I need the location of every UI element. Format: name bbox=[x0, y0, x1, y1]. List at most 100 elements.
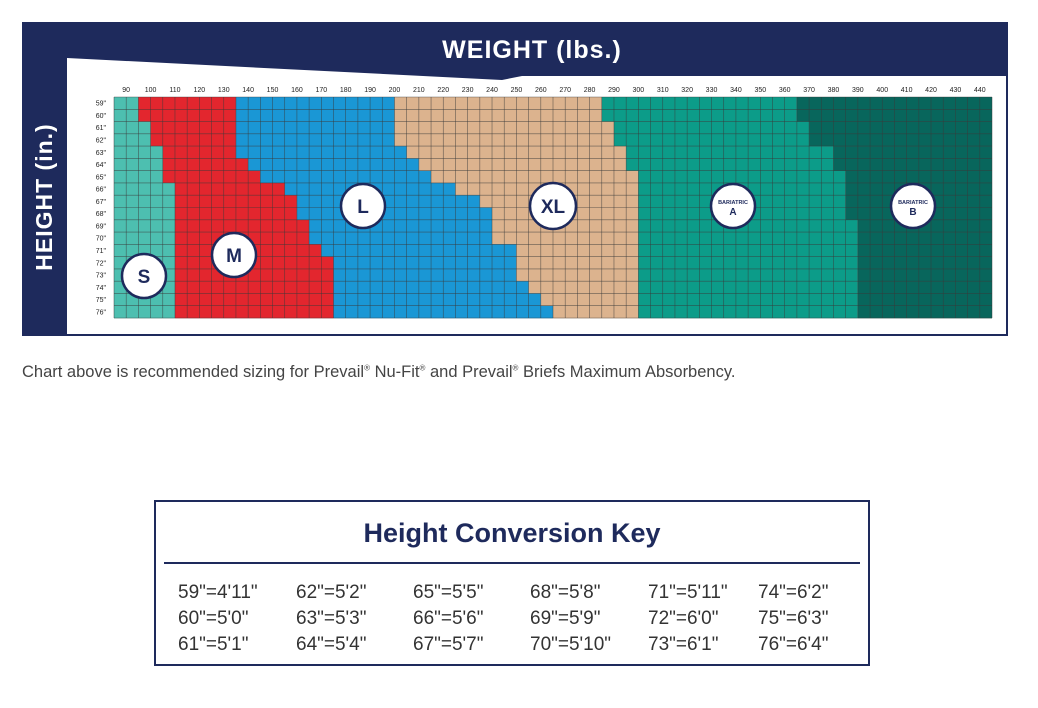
size-badge-label: XL bbox=[541, 197, 566, 218]
size-badge-bariatric-b bbox=[889, 182, 937, 230]
conversion-entry: 69"=5'9" bbox=[530, 608, 601, 629]
conversion-entry: 66"=5'6" bbox=[413, 608, 484, 629]
size-band-bariatric-b bbox=[857, 268, 992, 282]
size-badge-m bbox=[210, 231, 258, 279]
size-band-l bbox=[333, 256, 517, 270]
size-badge-s bbox=[120, 252, 168, 300]
conversion-entry: 64"=5'4" bbox=[296, 634, 367, 655]
y-tick-label: 64" bbox=[96, 162, 107, 169]
conversion-entry: 76"=6'4" bbox=[758, 634, 829, 655]
x-tick-label: 320 bbox=[681, 87, 693, 94]
size-badge-xl bbox=[528, 181, 578, 231]
x-tick-label: 140 bbox=[242, 87, 254, 94]
size-band-s bbox=[114, 293, 175, 307]
y-tick-label: 75" bbox=[96, 297, 107, 304]
y-tick-label: 66" bbox=[96, 187, 107, 194]
size-band-bariatric-b bbox=[857, 244, 992, 257]
caption-part-3: and Prevail bbox=[425, 363, 513, 381]
conversion-key-title: Height Conversion Key bbox=[363, 518, 661, 548]
size-badge-label: BARIATRIC bbox=[898, 200, 928, 206]
size-band-m bbox=[174, 182, 285, 196]
size-band-m bbox=[174, 305, 334, 319]
size-band-xl bbox=[394, 109, 602, 122]
x-tick-label: 220 bbox=[437, 87, 449, 94]
x-tick-label: 430 bbox=[950, 87, 962, 94]
size-band-bariatric-a bbox=[626, 158, 834, 171]
y-tick-label: 63" bbox=[96, 150, 107, 157]
x-tick-label: 360 bbox=[779, 87, 791, 94]
x-tick-label: 370 bbox=[803, 87, 815, 94]
y-tick-labels: 59" 60" 61" 62" 63" 64" 65" 66" 67" 68" 69" 70" 71" 7… bbox=[96, 101, 107, 317]
y-tick-label: 60" bbox=[96, 113, 107, 120]
size-badge-label: S bbox=[138, 267, 151, 288]
size-band-m bbox=[150, 133, 236, 147]
x-tick-label: 110 bbox=[169, 87, 180, 94]
size-band-l bbox=[235, 133, 395, 147]
y-tick-label: 71" bbox=[96, 248, 107, 255]
x-tick-label: 260 bbox=[535, 87, 547, 94]
conversion-entry: 73"=6'1" bbox=[648, 634, 719, 655]
size-badge-label: BARIATRIC bbox=[718, 200, 748, 206]
conversion-entry: 74"=6'2" bbox=[758, 582, 829, 603]
size-band-l bbox=[235, 121, 395, 135]
size-band-bariatric-b bbox=[833, 158, 992, 171]
x-tick-label: 170 bbox=[315, 87, 327, 94]
y-tick-label: 72" bbox=[96, 260, 107, 267]
size-band-s bbox=[114, 232, 175, 245]
conversion-entry: 59"=4'11" bbox=[178, 582, 258, 603]
caption-part-2: Nu-Fit bbox=[369, 363, 420, 381]
size-band-bariatric-a bbox=[638, 170, 846, 184]
conversion-entry: 67"=5'7" bbox=[413, 634, 484, 655]
y-tick-label: 70" bbox=[96, 236, 107, 243]
y-tick-label: 73" bbox=[96, 273, 107, 280]
size-band-s bbox=[114, 219, 175, 233]
size-band-l bbox=[235, 97, 395, 110]
caption-part-1: Chart above is recommended sizing for Pr… bbox=[22, 363, 365, 381]
x-tick-label: 240 bbox=[486, 87, 498, 94]
size-band-bariatric-b bbox=[857, 256, 992, 270]
caption-part-4: Briefs Maximum Absorbency. bbox=[518, 363, 736, 381]
size-band-xl bbox=[394, 97, 602, 110]
size-band-bariatric-b bbox=[857, 232, 992, 245]
size-badge-sublabel: A bbox=[729, 207, 736, 218]
size-band-bariatric-b bbox=[857, 305, 992, 319]
size-grid bbox=[113, 96, 993, 319]
x-tick-label: 120 bbox=[194, 87, 206, 94]
x-tick-label: 180 bbox=[340, 87, 352, 94]
size-band-m bbox=[174, 268, 334, 282]
size-band-s bbox=[114, 305, 175, 319]
x-tick-label: 210 bbox=[413, 87, 425, 94]
size-band-bariatric-b bbox=[809, 133, 992, 147]
size-band-s bbox=[114, 207, 175, 221]
size-band-l bbox=[333, 293, 541, 307]
size-band-xl bbox=[528, 281, 639, 294]
y-tick-label: 74" bbox=[96, 285, 107, 292]
size-badge-l bbox=[339, 182, 387, 230]
x-tick-label: 230 bbox=[462, 87, 474, 94]
size-band-s bbox=[114, 244, 175, 257]
conversion-entry: 60"=5'0" bbox=[178, 608, 249, 629]
x-tick-label: 380 bbox=[828, 87, 840, 94]
size-band-m bbox=[174, 281, 334, 294]
size-band-l bbox=[333, 268, 517, 282]
registered-mark: ® bbox=[419, 363, 426, 373]
x-tick-label: 410 bbox=[901, 87, 913, 94]
x-tick-label: 250 bbox=[511, 87, 523, 94]
x-tick-label: 440 bbox=[974, 87, 986, 94]
size-band-bariatric-b bbox=[857, 293, 992, 307]
conversion-key-table: 59"=4'11" 62"=5'2" 65"=5'5" 68"=5'8" 71"… bbox=[178, 580, 868, 657]
y-tick-label: 69" bbox=[96, 223, 107, 230]
conversion-entry: 68"=5'8" bbox=[530, 582, 601, 603]
x-tick-label: 400 bbox=[876, 87, 888, 94]
size-chart: WEIGHT (lbs.) HEIGHT (in.) 90 100 110 120 13… bbox=[22, 22, 1008, 336]
x-tick-label: 150 bbox=[267, 87, 279, 94]
size-band-bariatric-a bbox=[626, 146, 834, 159]
size-band-m bbox=[174, 219, 310, 233]
x-tick-label: 420 bbox=[925, 87, 937, 94]
height-conversion-key: Height Conversion Key 59"=4'11" 62"=5'2"… bbox=[154, 500, 870, 666]
size-chart-svg: WEIGHT (lbs.) HEIGHT (in.) 90 100 110 120 13… bbox=[22, 22, 1008, 336]
y-axis-label: HEIGHT (in.) bbox=[31, 123, 57, 270]
y-tick-label: 65" bbox=[96, 174, 107, 181]
x-tick-label: 90 bbox=[122, 87, 130, 94]
